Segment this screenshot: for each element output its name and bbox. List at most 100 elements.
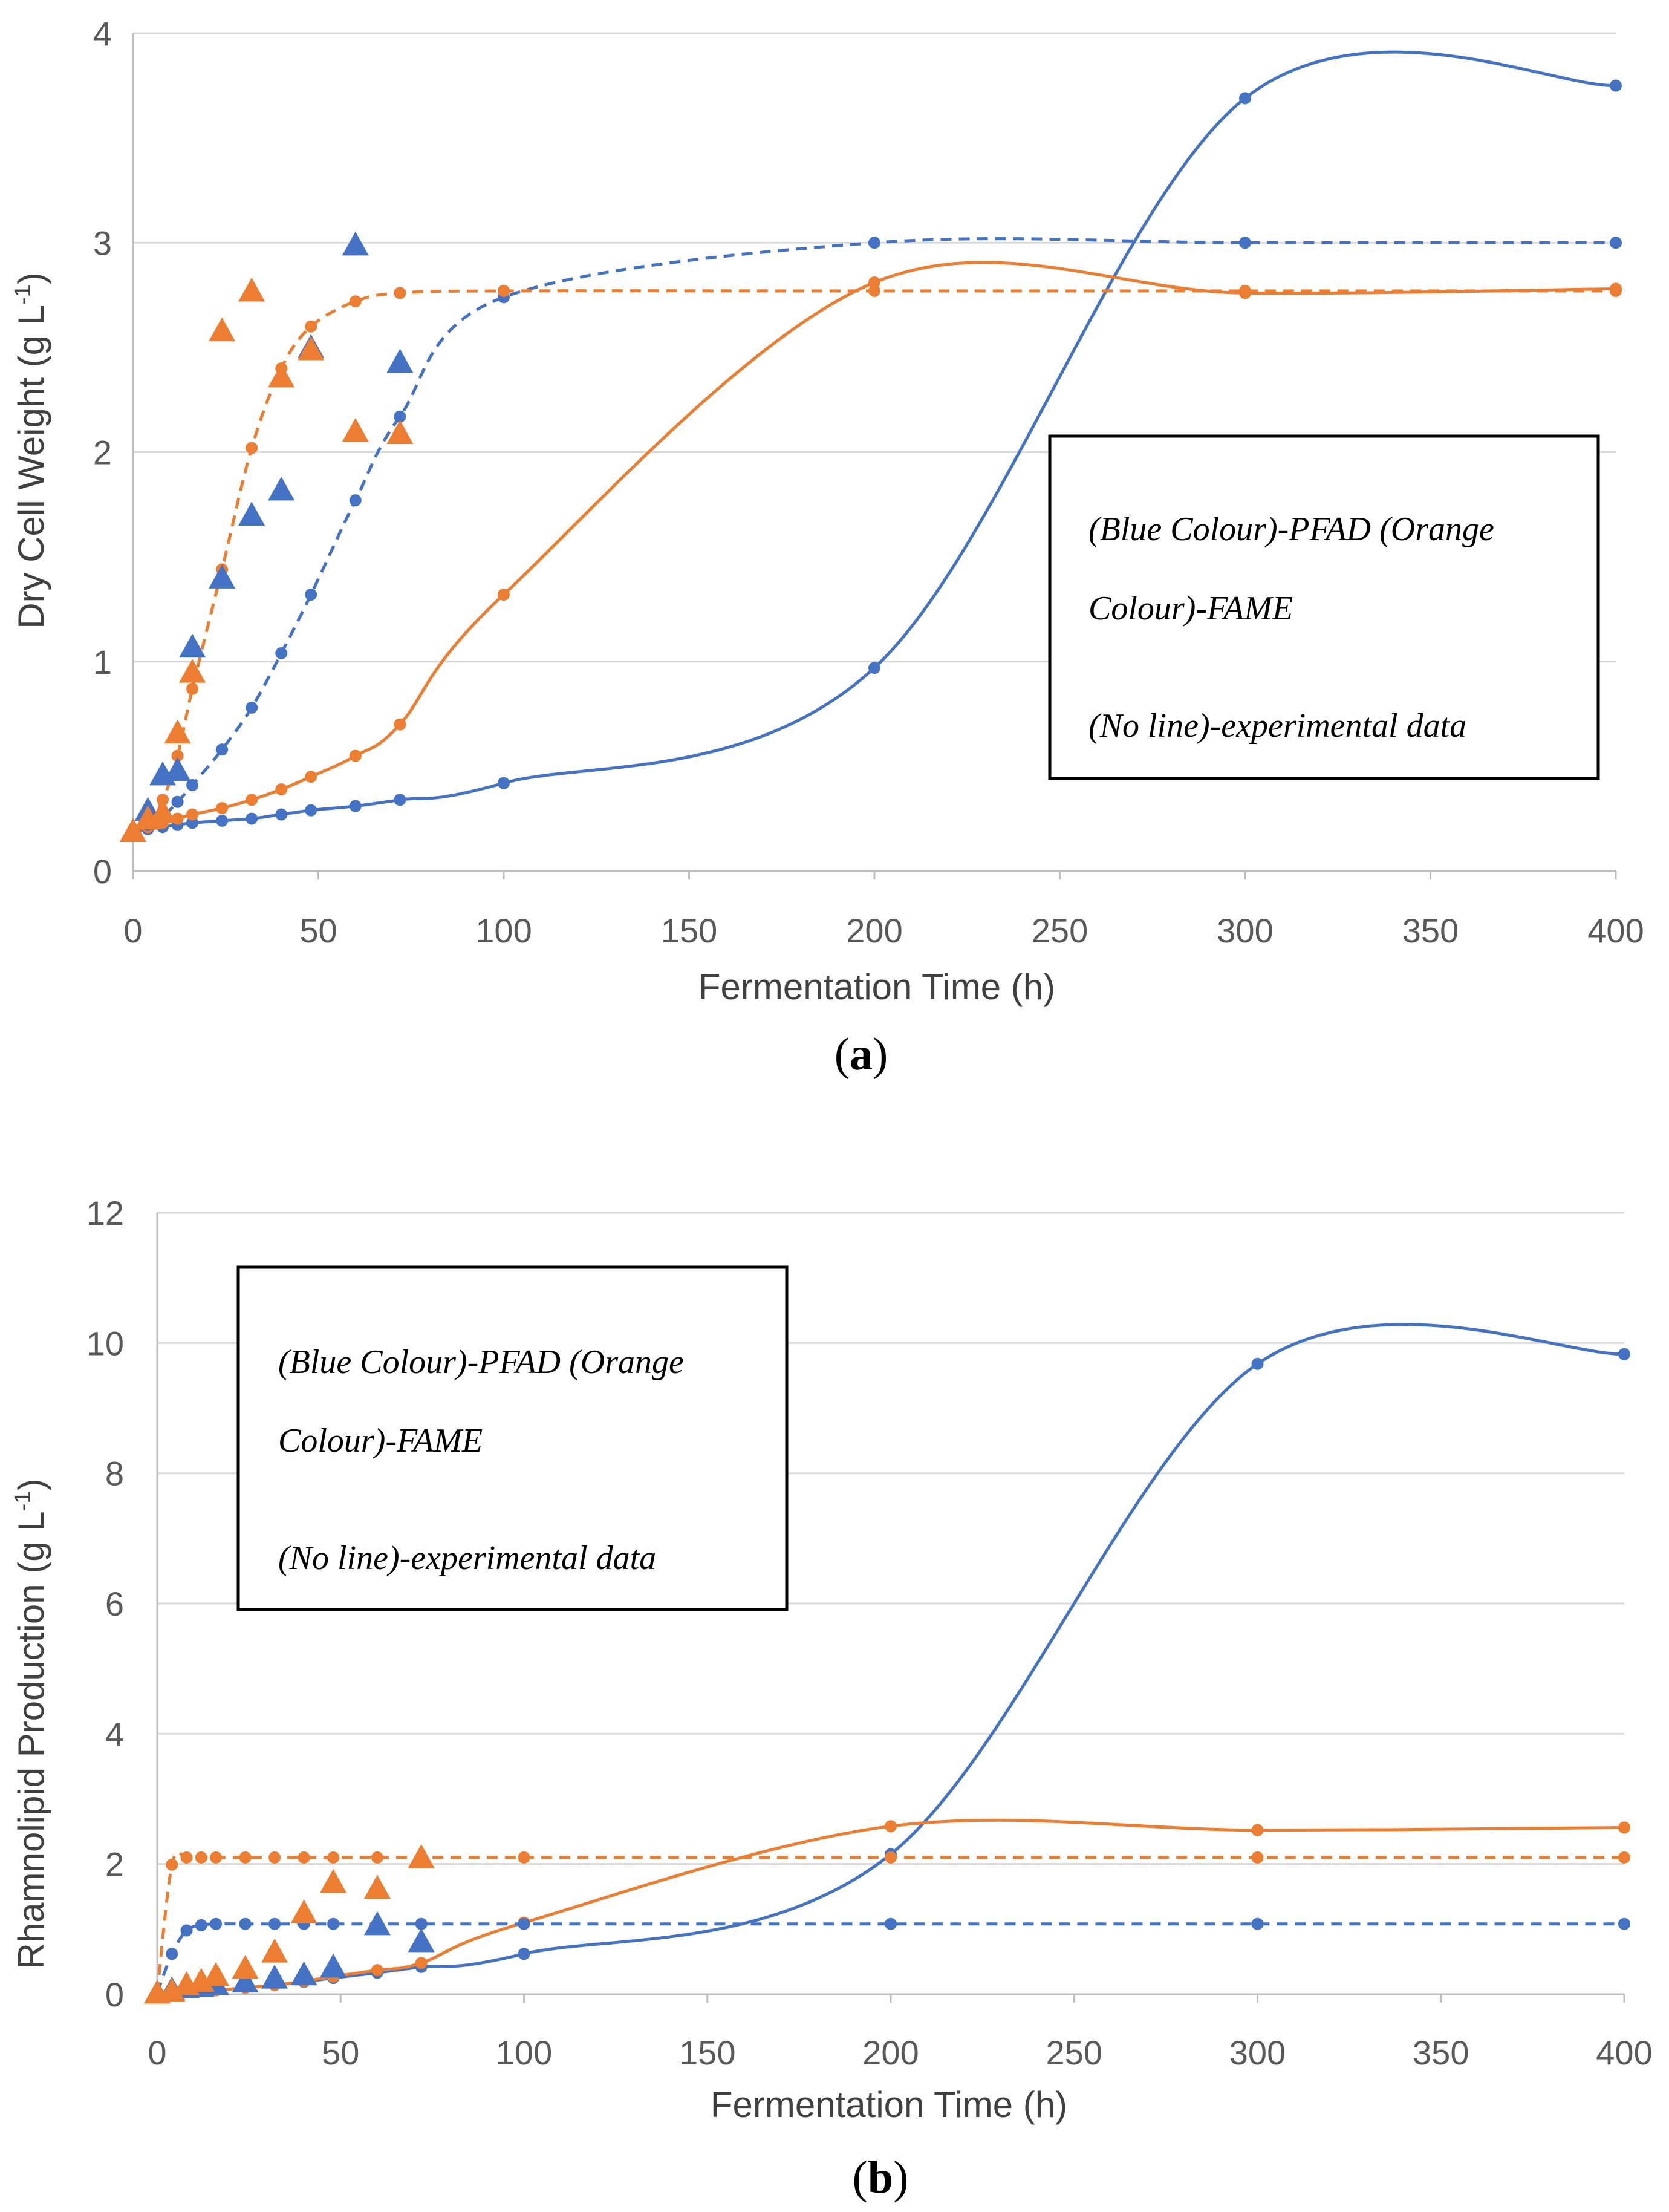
x-tick-label: 150 [679,2034,735,2072]
legend-line-1: (Blue Colour)-PFAD (Orange [278,1343,684,1381]
data-point [305,320,317,333]
data-point-triangle [261,1965,288,1989]
y-tick-labels: 0 2 4 6 8 10 12 [86,1194,124,2014]
data-point [268,1917,281,1930]
data-point [180,1851,193,1864]
x-tick-label: 350 [1413,2034,1469,2072]
x-tick-label: 250 [1046,2034,1102,2072]
data-point [195,1851,207,1864]
series-line [155,1922,1624,1994]
data-point-triangle [342,231,369,256]
data-point [268,1851,281,1864]
x-tick-labels: 0 50 100 150 200 250 300 350 400 [148,2034,1652,2072]
x-axis-title: Fermentation Time (h) [711,2084,1067,2125]
data-point [1618,1348,1630,1360]
y-tick-label: 4 [93,15,112,53]
data-point-triangle [179,633,206,658]
data-point-triangle [386,348,414,373]
x-tick-labels: 0 50 100 150 200 250 300 350 400 [123,912,1644,950]
data-point-triangle [408,1928,435,1953]
x-tick-label: 200 [862,2034,919,2072]
y-tick-label: 6 [105,1585,124,1623]
data-point [1239,92,1251,105]
data-point [518,1948,530,1960]
data-point [1251,1917,1264,1930]
data-point [885,1917,897,1930]
data-point [1239,237,1251,249]
legend-line-2: Colour)-FAME [278,1422,483,1460]
y-tick-label: 2 [105,1845,124,1884]
legend-line-2: Colour)-FAME [1088,590,1293,627]
data-point [275,808,288,821]
series-layer [120,50,1622,842]
data-point [415,1917,428,1930]
data-point [216,814,229,827]
data-point [394,718,406,731]
y-tick-label: 0 [105,1975,124,2014]
data-point [186,682,199,695]
data-point [216,743,229,756]
y-tick-label: 1 [93,643,112,681]
y-tick-label: 4 [105,1715,124,1753]
data-point-triangle [342,417,369,442]
data-point-triangle [238,277,265,302]
data-point [415,1957,428,1969]
data-point-triangle [232,1954,259,1979]
data-point [239,1851,252,1864]
x-tick-label: 100 [496,2034,552,2072]
x-tick-label: 0 [123,912,142,950]
data-point [498,588,510,601]
x-tick-label: 0 [148,2034,166,2072]
data-point [868,276,880,289]
series-line [132,289,1616,833]
legend-line-1: (Blue Colour)-PFAD (Orange [1088,511,1494,548]
data-point [186,779,199,792]
data-point [327,1851,340,1864]
y-axis-title: Rhamnolipid Production (g L-1) [10,1479,51,1969]
data-point [1618,1851,1630,1864]
data-point [171,749,184,762]
series-orange-none [144,1844,435,2004]
data-point-triangle [238,501,265,526]
data-point-triangle [232,1968,259,1993]
caption: (b) [853,2152,909,2203]
x-tick-label: 250 [1032,912,1088,950]
data-point [349,295,362,308]
caption: (a) [835,1029,888,1080]
data-point-triangle [320,1868,347,1893]
data-point [171,795,184,808]
data-point [868,237,880,249]
x-axis-title: Fermentation Time (h) [698,967,1055,1007]
y-tick-label: 12 [86,1194,124,1232]
series-line [132,50,1616,833]
data-point-triangle [164,757,191,781]
data-point [246,442,258,454]
data-point-triangle [203,1962,230,1986]
legend-line-3: (No line)-experimental data [278,1539,656,1577]
data-point [349,800,362,812]
x-tick-label: 400 [1596,2034,1652,2072]
data-point-triangle [209,564,236,589]
data-point [180,1924,193,1937]
data-point [498,777,510,789]
data-point [1618,1917,1630,1930]
data-point [305,588,317,601]
data-point-triangle [290,1899,317,1924]
data-point [246,794,258,806]
data-point-triangle [386,420,414,444]
data-point [518,1917,530,1930]
data-point [239,1917,252,1930]
y-tick-label: 2 [93,434,112,472]
y-tick-label: 0 [93,852,112,890]
legend-box [1048,434,1600,780]
x-tick-label: 350 [1402,912,1459,950]
data-point-triangle [298,336,325,361]
data-point [305,804,317,817]
x-tick-label: 150 [661,912,717,950]
x-tick-label: 200 [846,912,902,950]
data-point-triangle [179,659,206,683]
data-point [1251,1824,1264,1836]
data-point [371,1964,383,1977]
series-orange-dashed [151,1851,1630,1999]
data-point [1618,1821,1630,1834]
